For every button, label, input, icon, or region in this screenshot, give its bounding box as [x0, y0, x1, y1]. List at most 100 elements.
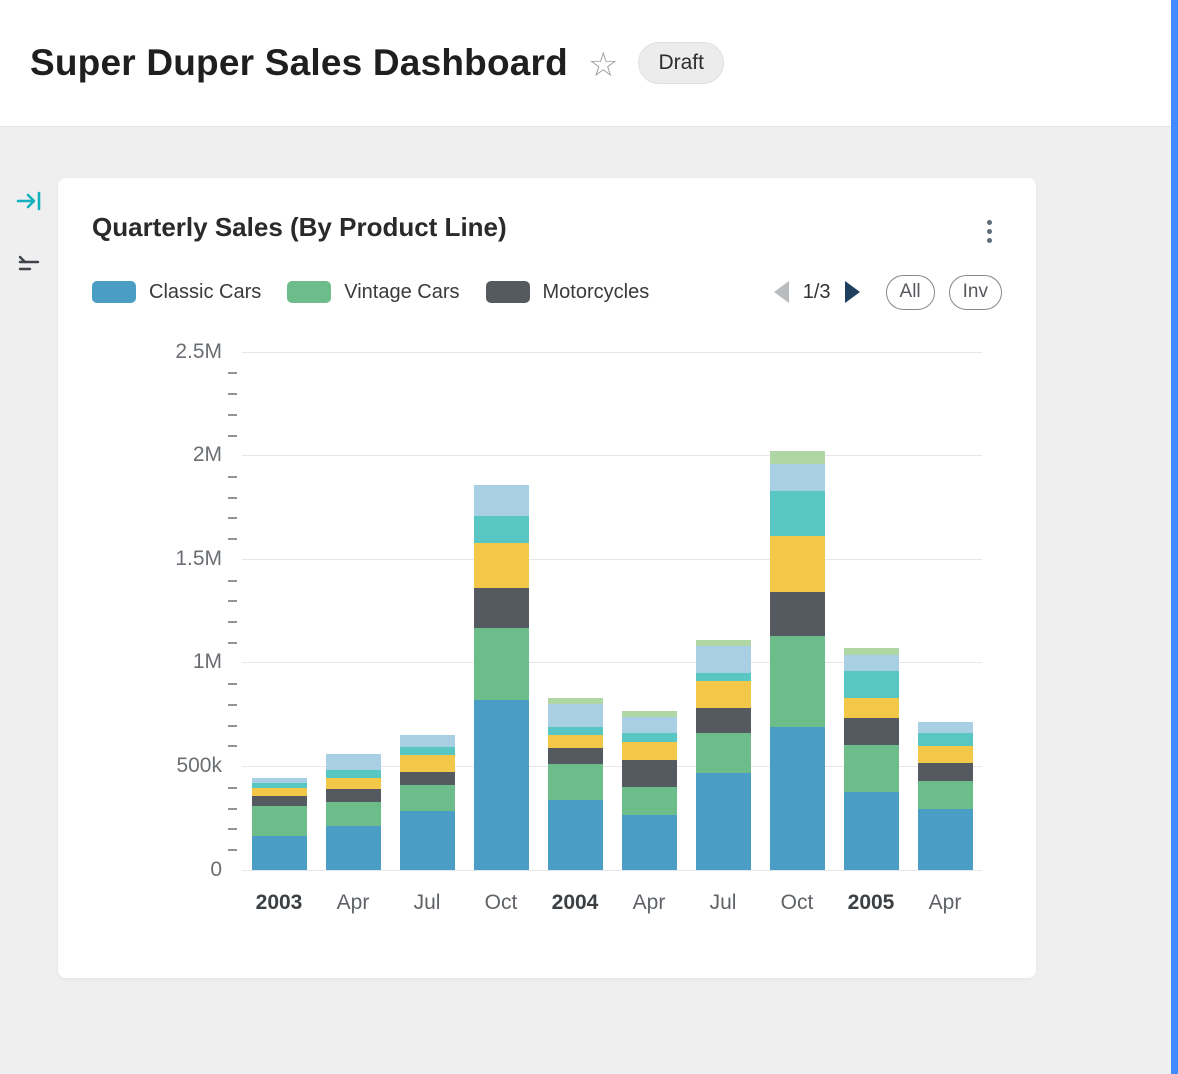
bar-segment[interactable]	[917, 732, 973, 746]
bar-segment[interactable]	[843, 697, 899, 718]
bar-segment[interactable]	[769, 635, 825, 727]
bar-segment[interactable]	[251, 782, 307, 788]
bar-segment[interactable]	[547, 747, 603, 764]
bar-segment[interactable]	[843, 647, 899, 655]
bar-segment[interactable]	[769, 490, 825, 536]
legend-item[interactable]: Motorcycles	[485, 280, 650, 304]
bar-segment[interactable]	[473, 587, 529, 628]
bar-segment[interactable]	[769, 463, 825, 491]
bar-segment[interactable]	[769, 450, 825, 464]
bar-segment[interactable]	[547, 799, 603, 870]
bar-segment[interactable]	[695, 772, 751, 870]
y-axis-minor-tick	[228, 600, 237, 603]
inv-button[interactable]: Inv	[948, 275, 1002, 310]
y-axis-minor-tick	[228, 372, 237, 375]
bar-segment[interactable]	[843, 744, 899, 792]
bar-segment[interactable]	[843, 670, 899, 698]
y-axis-label: 2M	[192, 443, 222, 467]
bar-segment[interactable]	[251, 835, 307, 870]
card-title: Quarterly Sales (By Product Line)	[92, 212, 507, 242]
plot-area	[228, 351, 982, 871]
bar-segment[interactable]	[399, 771, 455, 785]
legend: Classic Cars Vintage Cars Motorcycles	[92, 281, 649, 304]
legend-item[interactable]: Classic Cars	[92, 281, 261, 304]
bar-segment[interactable]	[769, 726, 825, 870]
legend-label: Motorcycles	[542, 280, 650, 303]
bar-segment[interactable]	[621, 710, 677, 717]
y-axis-minor-tick	[228, 703, 237, 706]
bar-segment[interactable]	[399, 810, 455, 870]
bar-segment[interactable]	[621, 786, 677, 815]
bar-segment[interactable]	[621, 716, 677, 733]
bar-segment[interactable]	[917, 762, 973, 781]
y-axis-minor-tick	[228, 434, 237, 437]
legend-swatch-icon	[287, 281, 332, 304]
favorite-star-icon[interactable]: ☆	[587, 45, 619, 85]
page-title: Super Duper Sales Dashboard	[30, 42, 568, 83]
bar-segment[interactable]	[621, 814, 677, 870]
bar-segment[interactable]	[917, 808, 973, 870]
gridline	[242, 455, 982, 457]
gridline	[242, 558, 982, 560]
bar-segment[interactable]	[325, 769, 381, 778]
bar-segment[interactable]	[621, 741, 677, 760]
bar-segment[interactable]	[917, 780, 973, 809]
bar-segment[interactable]	[547, 763, 603, 800]
legend-prev-icon[interactable]	[773, 281, 789, 304]
bar-segment[interactable]	[695, 707, 751, 733]
bar-segment[interactable]	[251, 777, 307, 783]
bar-segment[interactable]	[399, 734, 455, 747]
x-axis-label: Apr	[928, 890, 962, 914]
y-axis-minor-tick	[228, 786, 237, 789]
collapse-panel-icon[interactable]	[16, 189, 44, 218]
bar-segment[interactable]	[769, 535, 825, 592]
filter-icon[interactable]	[16, 254, 44, 281]
y-axis-minor-tick	[228, 828, 237, 831]
bar-segment[interactable]	[473, 699, 529, 870]
y-axis-minor-tick	[228, 641, 237, 644]
bar-segment[interactable]	[843, 791, 899, 870]
y-axis-minor-tick	[228, 476, 237, 478]
bar-segment[interactable]	[917, 745, 973, 763]
bar-segment[interactable]	[695, 680, 751, 708]
bar-segment[interactable]	[399, 784, 455, 811]
bar-segment[interactable]	[325, 753, 381, 770]
bar-segment[interactable]	[695, 732, 751, 773]
bar-segment[interactable]	[251, 805, 307, 836]
bar-segment[interactable]	[547, 726, 603, 735]
legend-next-icon[interactable]	[844, 281, 860, 304]
bar-segment[interactable]	[695, 645, 751, 673]
bar-segment[interactable]	[473, 515, 529, 543]
bar-segment[interactable]	[695, 639, 751, 646]
bar-segment[interactable]	[917, 721, 973, 733]
scrollbar[interactable]	[1171, 0, 1178, 1074]
bar-segment[interactable]	[843, 654, 899, 671]
y-axis-minor-tick	[228, 621, 237, 624]
bar-segment[interactable]	[473, 627, 529, 700]
bar-segment[interactable]	[547, 734, 603, 748]
gridline	[242, 662, 982, 664]
y-axis-minor-tick	[228, 517, 237, 520]
bar-segment[interactable]	[325, 825, 381, 870]
all-button[interactable]: All	[885, 275, 935, 310]
bar-segment[interactable]	[769, 591, 825, 636]
legend-item[interactable]: Vintage Cars	[287, 281, 460, 304]
bar-segment[interactable]	[547, 697, 603, 704]
bar-segment[interactable]	[399, 746, 455, 755]
x-axis-label: Apr	[632, 890, 666, 914]
bar-segment[interactable]	[621, 759, 677, 787]
bar-segment[interactable]	[399, 754, 455, 772]
bar-segment[interactable]	[325, 788, 381, 802]
bar-segment[interactable]	[843, 717, 899, 745]
kebab-menu-icon[interactable]	[977, 212, 1002, 251]
bar-segment[interactable]	[473, 484, 529, 516]
bar-segment[interactable]	[547, 703, 603, 727]
legend-swatch-icon	[485, 281, 530, 304]
bar-segment[interactable]	[251, 787, 307, 796]
bar-segment[interactable]	[621, 732, 677, 742]
bar-segment[interactable]	[325, 777, 381, 789]
bar-segment[interactable]	[695, 672, 751, 681]
bar-segment[interactable]	[473, 542, 529, 588]
bar-segment[interactable]	[325, 801, 381, 826]
bar-segment[interactable]	[251, 795, 307, 806]
